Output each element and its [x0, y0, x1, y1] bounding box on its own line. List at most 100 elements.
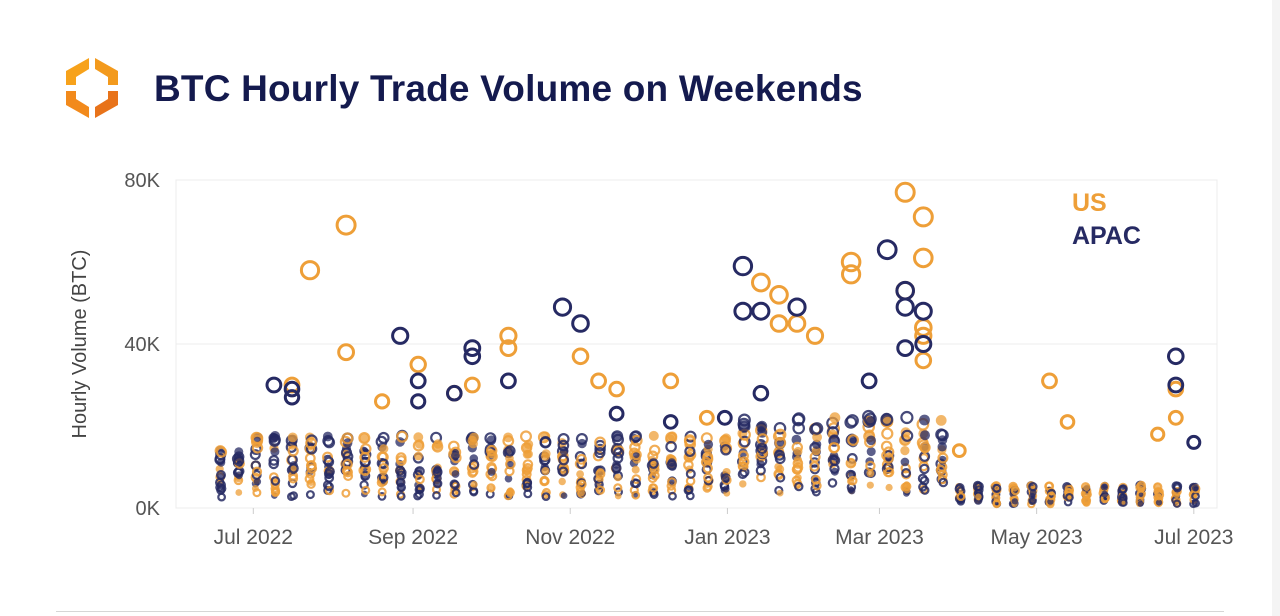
apac-point — [539, 436, 552, 448]
apac-point — [866, 435, 876, 446]
y-tick-label: 0K — [136, 498, 161, 520]
apac-point — [378, 458, 389, 470]
us-point — [631, 465, 640, 474]
us-point — [251, 434, 264, 447]
legend: US APAC — [1072, 189, 1141, 250]
apac-point — [809, 457, 820, 468]
apac-point — [1172, 499, 1182, 508]
us-point — [468, 466, 479, 477]
us-point — [776, 489, 784, 497]
x-tick-label: May 2023 — [991, 526, 1083, 549]
us-point — [956, 492, 966, 502]
apac-point — [217, 472, 226, 481]
apac-point — [217, 483, 227, 494]
apac-point — [829, 463, 840, 474]
apac-point — [469, 487, 479, 497]
apac-point — [900, 410, 914, 425]
apac-point — [305, 490, 315, 500]
apac-outlier-point — [752, 384, 770, 402]
us-point — [667, 431, 678, 442]
us-outlier-point — [769, 314, 789, 333]
us-point — [703, 481, 713, 492]
apac-point — [774, 453, 786, 465]
apac-point — [737, 469, 748, 480]
x-tick-label: Jul 2022 — [214, 526, 293, 549]
us-point — [523, 449, 533, 459]
us-point — [470, 480, 478, 489]
apac-point — [792, 412, 806, 426]
apac-point — [523, 489, 533, 499]
us-point — [396, 430, 409, 443]
apac-point — [920, 430, 930, 441]
us-point — [811, 474, 821, 485]
us-point — [576, 470, 584, 478]
apac-point — [360, 470, 371, 481]
apac-point — [415, 483, 425, 493]
us-outlier-point — [894, 181, 916, 203]
us-point — [1152, 482, 1163, 492]
apac-point — [396, 470, 407, 481]
apac-outlier-point — [571, 314, 590, 333]
window-edge — [1272, 0, 1280, 616]
apac-point — [880, 413, 894, 427]
us-point — [541, 449, 551, 459]
us-point — [935, 415, 947, 426]
us-point — [648, 430, 659, 441]
apac-point — [576, 458, 588, 470]
apac-point — [560, 492, 568, 500]
us-point — [684, 435, 696, 448]
us-point — [577, 479, 587, 490]
apac-point — [450, 480, 460, 490]
us-point — [1155, 490, 1165, 500]
apac-outlier-point — [391, 326, 410, 345]
apac-outlier-point — [895, 280, 916, 301]
us-outlier-point — [912, 206, 934, 228]
us-point — [884, 467, 895, 478]
apac-point — [775, 472, 786, 483]
apac-point — [629, 430, 642, 443]
us-point — [774, 428, 787, 441]
apac-point — [901, 468, 912, 479]
apac-point — [974, 481, 984, 492]
us-outlier-point — [499, 339, 518, 358]
apac-point — [270, 447, 280, 457]
apac-point — [844, 416, 858, 429]
us-point — [414, 451, 423, 461]
apac-point — [611, 433, 624, 446]
us-point — [287, 432, 298, 443]
apac-point — [612, 447, 625, 459]
us-point — [649, 464, 660, 475]
us-point — [341, 432, 354, 445]
us-point — [324, 486, 335, 496]
apac-point — [234, 453, 244, 463]
apac-outlier-point — [1167, 376, 1185, 394]
apac-point — [631, 478, 642, 489]
apac-point — [810, 422, 824, 435]
x-tick-label: Mar 2023 — [835, 526, 924, 549]
us-point — [288, 473, 299, 484]
apac-point — [558, 466, 569, 477]
us-point — [251, 466, 263, 477]
apac-point — [377, 492, 387, 501]
apac-point — [1191, 484, 1199, 492]
us-outlier-point — [840, 251, 862, 273]
apac-point — [451, 451, 460, 461]
apac-point — [487, 467, 496, 476]
us-point — [866, 481, 874, 489]
us-point — [596, 468, 605, 477]
us-point — [469, 432, 479, 443]
apac-point — [811, 439, 822, 449]
us-point — [847, 434, 859, 447]
apac-point — [1029, 497, 1036, 504]
apac-point — [703, 439, 714, 450]
apac-point — [289, 491, 299, 501]
apac-point — [919, 475, 930, 486]
us-point — [595, 485, 606, 495]
apac-point — [738, 421, 750, 433]
apac-point — [268, 455, 280, 466]
apac-point — [920, 485, 930, 495]
us-point — [307, 478, 315, 486]
us-point — [631, 474, 642, 485]
apac-outlier-point — [662, 414, 679, 430]
us-point — [270, 488, 280, 498]
